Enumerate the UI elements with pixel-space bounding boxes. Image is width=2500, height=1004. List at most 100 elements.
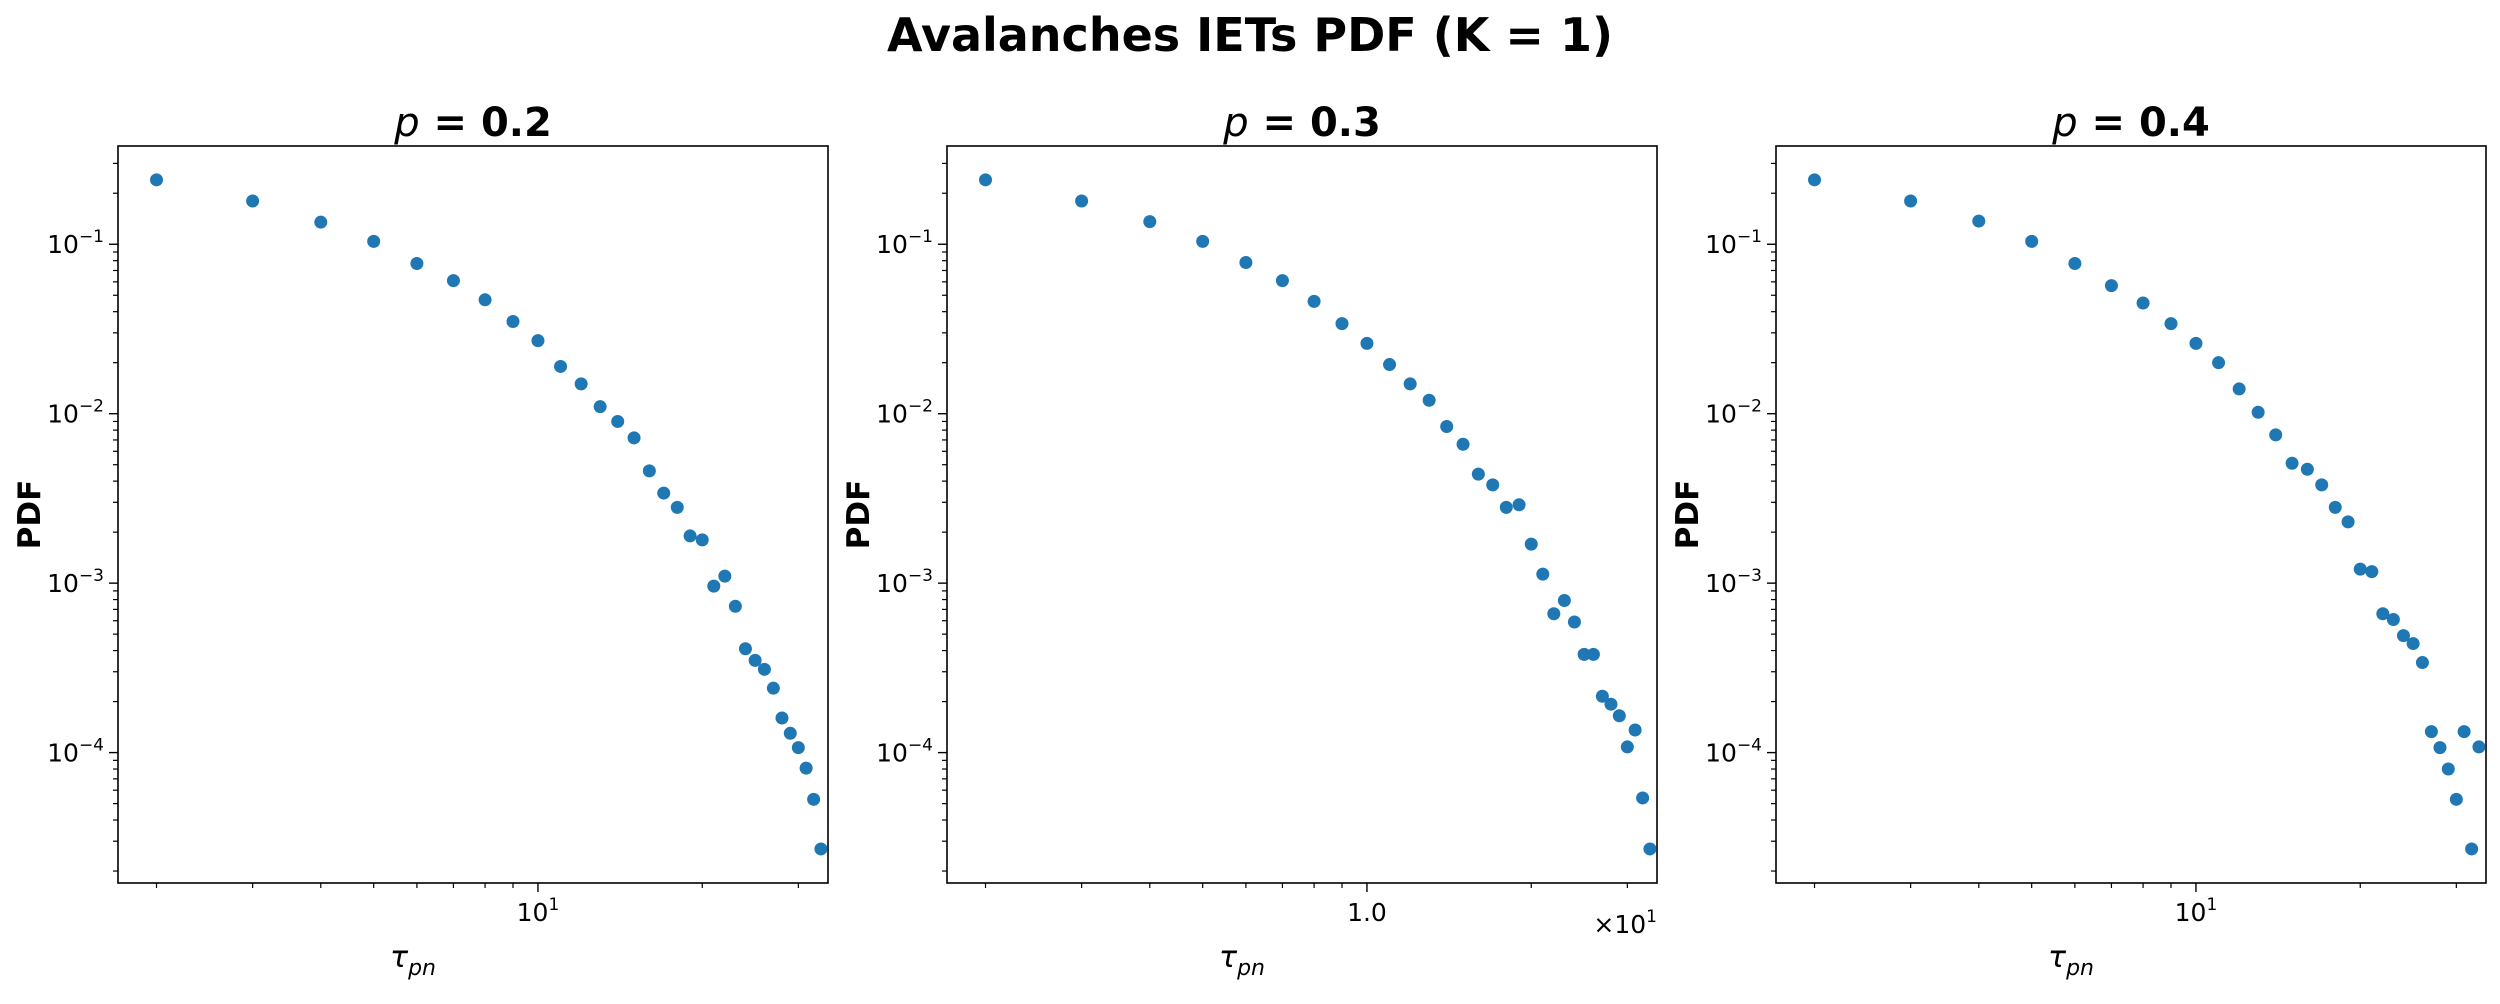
data-point	[2269, 428, 2283, 442]
data-point	[1808, 173, 1822, 187]
data-point	[1440, 420, 1454, 434]
data-point	[814, 842, 828, 856]
data-point	[611, 414, 625, 428]
y-tick-label: 10−4	[47, 736, 104, 768]
panel-title: p = 0.4	[2051, 100, 2210, 146]
data-point	[2353, 562, 2367, 576]
data-point	[2386, 613, 2400, 627]
data-point	[2449, 792, 2463, 806]
data-point	[1612, 709, 1626, 723]
x-tick-label: 1.0	[1347, 898, 1387, 927]
data-point	[1524, 537, 1538, 551]
x-axis-label: τpn	[390, 940, 436, 981]
data-point	[1196, 234, 1210, 248]
data-point	[2457, 725, 2471, 739]
data-point	[683, 529, 697, 543]
data-point	[807, 792, 821, 806]
y-axis-label: PDF	[1670, 480, 1706, 550]
data-point	[1595, 689, 1609, 703]
data-point	[748, 653, 762, 667]
data-point	[2376, 607, 2390, 621]
data-point	[1557, 593, 1571, 607]
data-point	[1383, 358, 1397, 372]
data-point	[2433, 741, 2447, 755]
data-point	[478, 293, 492, 307]
y-tick-label: 10−3	[1705, 566, 1762, 598]
data-point	[1486, 478, 1500, 492]
data-point	[657, 486, 671, 500]
data-point	[2232, 382, 2246, 396]
axes-frame	[946, 145, 1658, 884]
data-point	[670, 500, 684, 514]
data-point	[150, 173, 164, 187]
data-point	[506, 315, 520, 329]
data-point	[757, 662, 771, 676]
data-point	[2212, 356, 2226, 370]
data-point	[1628, 723, 1642, 737]
data-point	[1499, 500, 1513, 514]
data-point	[1471, 467, 1485, 481]
y-axis-label: PDF	[841, 480, 877, 550]
data-point	[554, 359, 568, 373]
y-axis-label: PDF	[12, 480, 48, 550]
data-point	[1547, 607, 1561, 621]
data-point	[2300, 462, 2314, 476]
data-point	[1577, 647, 1591, 661]
data-point	[738, 642, 752, 656]
data-point	[2328, 500, 2342, 514]
axes-frame	[1775, 145, 2487, 884]
data-point	[1512, 498, 1526, 512]
x-tick-label: 101	[517, 895, 560, 927]
x-axis-label: τpn	[2048, 940, 2094, 981]
data-point	[1536, 567, 1550, 581]
x-offset-text: ×101	[1593, 907, 1657, 939]
data-point	[1422, 393, 1436, 407]
data-point	[791, 741, 805, 755]
data-point	[718, 569, 732, 583]
data-point	[1456, 437, 1470, 451]
data-point	[1335, 317, 1349, 331]
data-point	[2441, 762, 2455, 776]
y-tick-label: 10−1	[1705, 227, 1762, 259]
panel-1: p = 0.2 101 10−1 10−2 10−3 10−4 τpn PDF	[12, 100, 829, 981]
data-point	[1403, 377, 1417, 391]
data-point	[642, 464, 656, 478]
data-point	[1307, 294, 1321, 308]
y-tick-label: 10−4	[876, 736, 933, 768]
data-point	[2104, 279, 2118, 293]
y-tick-label: 10−2	[876, 397, 933, 429]
data-point	[2189, 336, 2203, 350]
data-point	[2251, 405, 2265, 419]
axes-frame	[117, 145, 829, 884]
x-tick-label: 101	[2175, 895, 2218, 927]
data-point	[2341, 515, 2355, 529]
data-point	[766, 681, 780, 695]
data-point	[1904, 194, 1918, 208]
data-point	[1143, 215, 1157, 229]
data-point	[367, 234, 381, 248]
data-point	[1604, 697, 1618, 711]
data-point	[627, 431, 641, 445]
data-point	[775, 711, 789, 725]
data-point	[728, 599, 742, 613]
y-tick-label: 10−1	[876, 227, 933, 259]
data-point	[2415, 656, 2429, 670]
data-point	[1636, 791, 1650, 805]
data-point	[531, 334, 545, 348]
data-point	[783, 726, 797, 740]
figure-title: Avalanches IETs PDF (K = 1)	[887, 8, 1613, 62]
y-tick-label: 10−1	[47, 227, 104, 259]
y-tick-label: 10−4	[1705, 736, 1762, 768]
data-point	[695, 533, 709, 547]
data-point	[2424, 725, 2438, 739]
panel-2: p = 0.3 1.0 10−1 10−2 10−3 10−4 ×101 τpn PDF	[841, 100, 1658, 981]
data-point	[446, 274, 460, 288]
data-point	[1972, 214, 1986, 228]
data-point	[1075, 194, 1089, 208]
data-point	[2068, 256, 2082, 270]
data-point	[2472, 740, 2486, 754]
data-point	[1275, 274, 1289, 288]
panel-title: p = 0.3	[1222, 100, 1381, 146]
data-point	[2164, 317, 2178, 331]
